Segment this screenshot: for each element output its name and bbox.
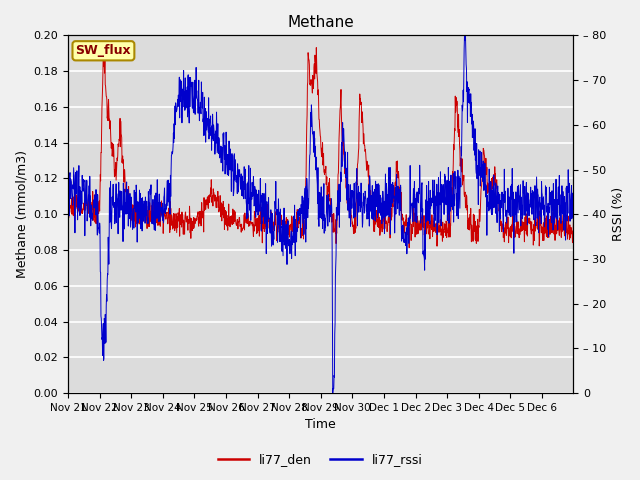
Legend: li77_den, li77_rssi: li77_den, li77_rssi [212, 448, 428, 471]
X-axis label: Time: Time [305, 419, 336, 432]
Title: Methane: Methane [287, 15, 354, 30]
Text: SW_flux: SW_flux [76, 44, 131, 57]
Y-axis label: RSSI (%): RSSI (%) [612, 187, 625, 241]
Y-axis label: Methane (mmol/m3): Methane (mmol/m3) [15, 150, 28, 278]
